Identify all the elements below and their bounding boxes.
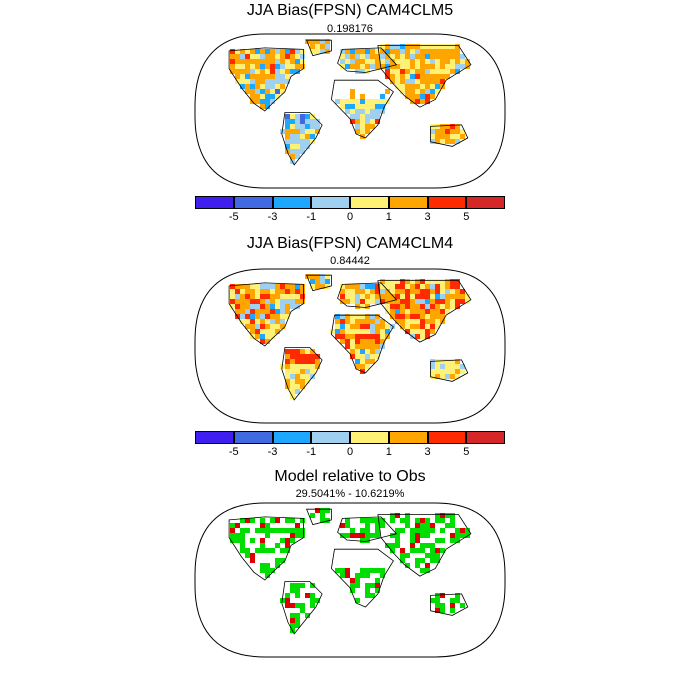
panel-3-subtitle: 29.5041% - 10.6219% xyxy=(295,488,405,500)
map-frame xyxy=(194,502,506,658)
colorbar-box xyxy=(233,196,273,209)
map-cells xyxy=(230,508,470,633)
map-cells xyxy=(230,274,470,399)
colorbar-label: -3 xyxy=(267,211,278,223)
map-cells xyxy=(230,39,470,164)
coastlines xyxy=(228,39,472,166)
colorbar-box xyxy=(272,431,312,444)
colorbar-box xyxy=(466,431,505,444)
colorbar-label: 5 xyxy=(463,446,470,458)
colorbar-box xyxy=(272,196,312,209)
colorbar-box xyxy=(427,431,467,444)
coastlines xyxy=(228,274,472,401)
colorbar-box xyxy=(195,431,234,444)
colorbar-label: -1 xyxy=(306,446,317,458)
colorbar-label: 1 xyxy=(385,446,392,458)
colorbar-box xyxy=(311,196,350,209)
colorbar-box xyxy=(350,431,389,444)
colorbar-label: 0 xyxy=(346,446,354,458)
colorbar-2: -5 -3 -1 0 1 3 5 xyxy=(195,431,505,458)
colorbar-box xyxy=(233,431,273,444)
coastlines xyxy=(228,508,472,635)
colorbar-label: 3 xyxy=(424,211,431,223)
panel-3-title: Model relative to Obs xyxy=(274,468,426,485)
map-frame xyxy=(194,33,506,189)
colorbar-box xyxy=(350,196,389,209)
panel-2-title: JJA Bias(FPSN) CAM4CLM4 xyxy=(246,235,454,252)
panel-2-subtitle: 0.84442 xyxy=(330,255,370,267)
colorbar-label: 0 xyxy=(346,211,354,223)
colorbar-box xyxy=(195,196,234,209)
colorbar-1: -5 -3 -1 0 1 3 5 xyxy=(195,196,505,223)
colorbar-box xyxy=(388,196,428,209)
colorbar-label: 5 xyxy=(463,211,470,223)
colorbar-box xyxy=(466,196,505,209)
colorbar-label: 1 xyxy=(385,211,392,223)
colorbar-box xyxy=(311,431,350,444)
colorbar-label: -5 xyxy=(228,211,239,223)
panel-1-subtitle: 0.198176 xyxy=(327,23,373,35)
colorbar-label: -1 xyxy=(306,211,317,223)
map-frame xyxy=(194,268,506,424)
colorbar-box xyxy=(388,431,428,444)
colorbar-label: -3 xyxy=(267,446,278,458)
panel-1-title: JJA Bias(FPSN) CAM4CLM5 xyxy=(246,2,454,19)
colorbar-label: -5 xyxy=(228,446,239,458)
colorbar-label: 3 xyxy=(424,446,431,458)
colorbar-box xyxy=(427,196,467,209)
